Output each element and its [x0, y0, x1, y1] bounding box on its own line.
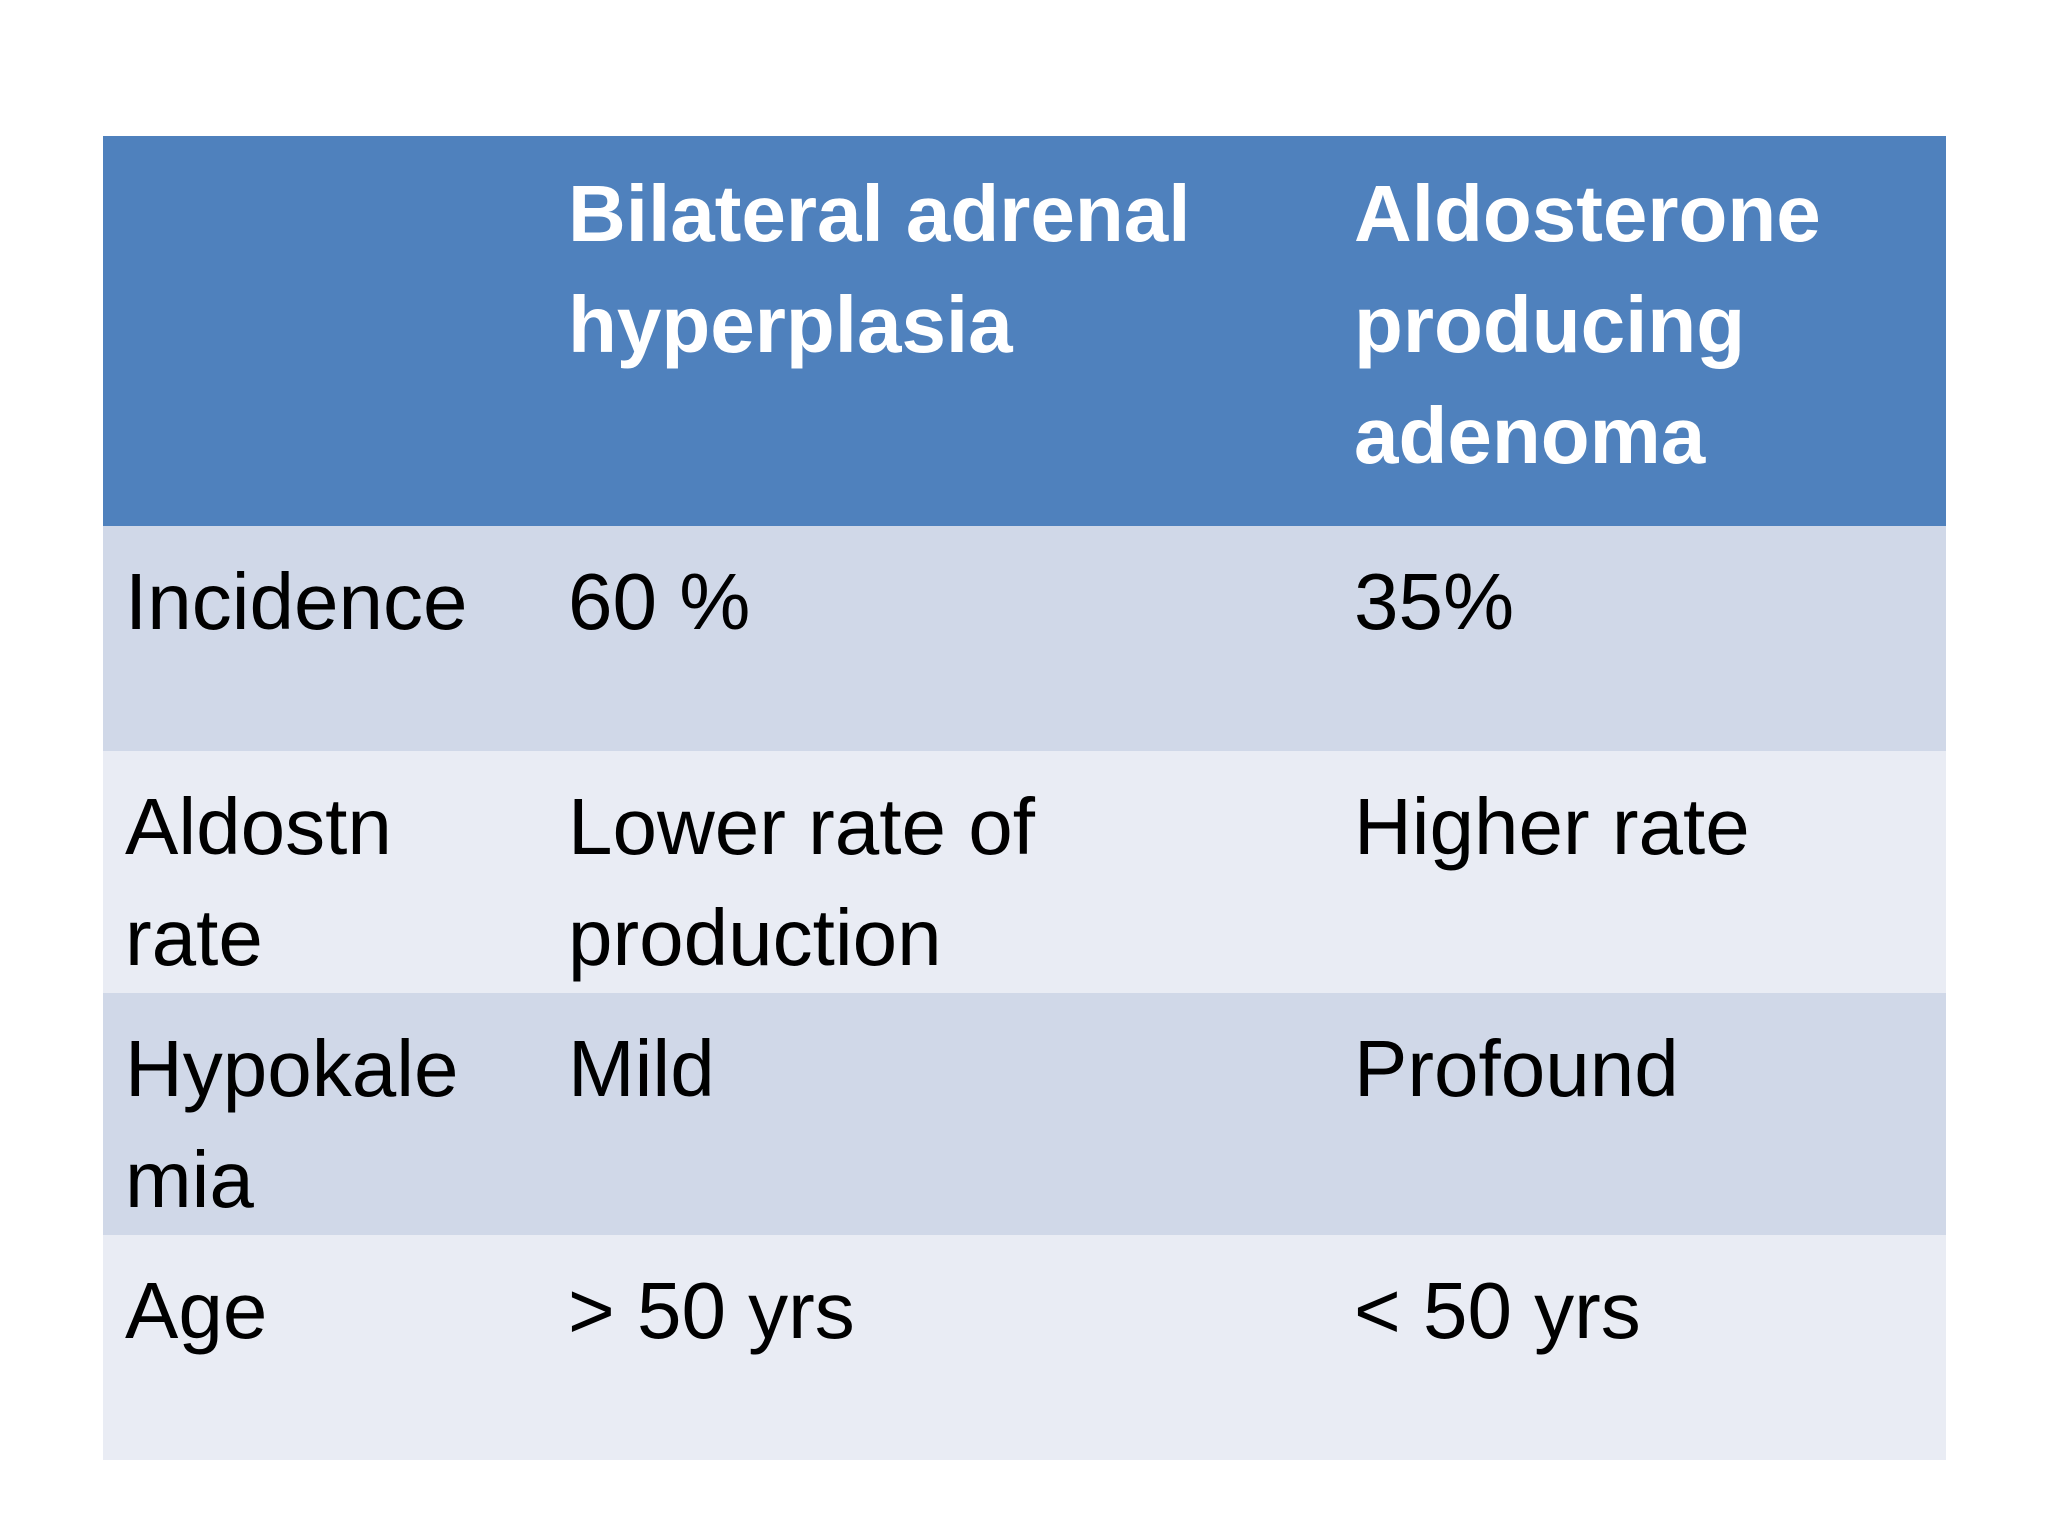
row-label-cell: Hypokale mia — [103, 993, 546, 1235]
bilateral-value: > 50 yrs — [568, 1266, 855, 1355]
row-label: Aldostn rate — [125, 782, 392, 982]
row-label: Hypokale mia — [125, 1024, 459, 1224]
header-cell-bilateral: Bilateral adrenal hyperplasia — [546, 136, 1332, 526]
header-cell-empty — [103, 136, 546, 526]
adenoma-value: Profound — [1354, 1024, 1679, 1113]
adenoma-cell: Profound — [1332, 993, 1946, 1235]
table-row: Hypokale mia Mild Profound — [103, 993, 1946, 1235]
adenoma-value: Higher rate — [1354, 782, 1750, 871]
adenoma-cell: 35% — [1332, 526, 1946, 751]
header-label-adenoma: Aldosterone producing adenoma — [1354, 169, 1821, 480]
adenoma-cell: Higher rate — [1332, 751, 1946, 993]
table-row: Incidence 60 % 35% — [103, 526, 1946, 751]
bilateral-value: 60 % — [568, 557, 751, 646]
row-label: Incidence — [125, 557, 468, 646]
bilateral-value: Mild — [568, 1024, 715, 1113]
row-label-cell: Aldostn rate — [103, 751, 546, 993]
table-header-row: Bilateral adrenal hyperplasia Aldosteron… — [103, 136, 1946, 526]
table-row: Aldostn rate Lower rate of production Hi… — [103, 751, 1946, 993]
header-label-bilateral: Bilateral adrenal hyperplasia — [568, 169, 1191, 369]
row-label: Age — [125, 1266, 268, 1355]
row-label-cell: Age — [103, 1235, 546, 1460]
comparison-table: Bilateral adrenal hyperplasia Aldosteron… — [103, 136, 1946, 1460]
bilateral-value: Lower rate of production — [568, 782, 1035, 982]
adenoma-value: < 50 yrs — [1354, 1266, 1641, 1355]
row-label-cell: Incidence — [103, 526, 546, 751]
adenoma-cell: < 50 yrs — [1332, 1235, 1946, 1460]
bilateral-cell: 60 % — [546, 526, 1332, 751]
bilateral-cell: Mild — [546, 993, 1332, 1235]
bilateral-cell: Lower rate of production — [546, 751, 1332, 993]
header-cell-adenoma: Aldosterone producing adenoma — [1332, 136, 1946, 526]
bilateral-cell: > 50 yrs — [546, 1235, 1332, 1460]
adenoma-value: 35% — [1354, 557, 1515, 646]
table-row: Age > 50 yrs < 50 yrs — [103, 1235, 1946, 1460]
